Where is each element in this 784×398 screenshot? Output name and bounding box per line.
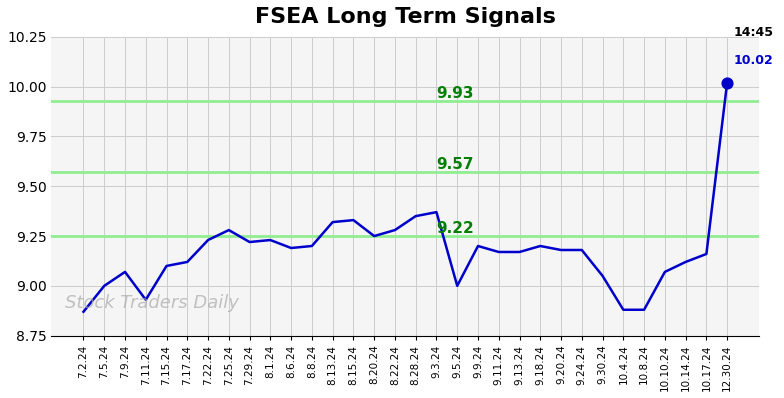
Text: 9.22: 9.22 xyxy=(437,221,474,236)
Text: 10.02: 10.02 xyxy=(733,54,773,67)
Text: Stock Traders Daily: Stock Traders Daily xyxy=(66,294,239,312)
Point xyxy=(720,80,733,86)
Text: 9.93: 9.93 xyxy=(437,86,474,101)
Text: 9.57: 9.57 xyxy=(437,157,474,172)
Title: FSEA Long Term Signals: FSEA Long Term Signals xyxy=(255,7,556,27)
Text: 14:45: 14:45 xyxy=(733,26,773,39)
